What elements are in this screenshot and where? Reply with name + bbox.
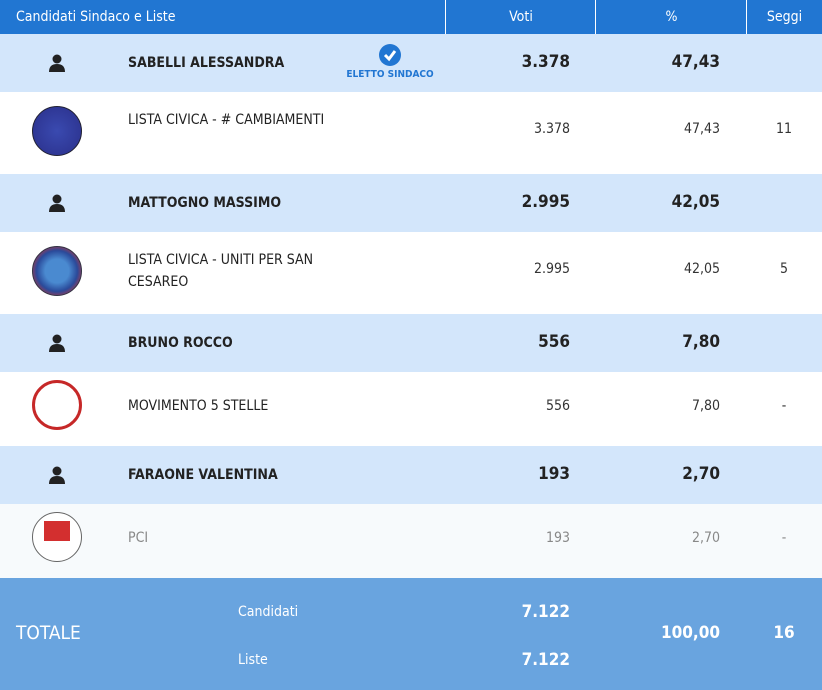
candidate-voti: 193 <box>538 464 570 484</box>
list-pct: 2,70 <box>691 530 720 546</box>
table-header: Candidati Sindaco e Liste Voti % Seggi <box>0 0 822 34</box>
list-voti: 3.378 <box>533 121 570 137</box>
check-circle-icon <box>379 44 401 66</box>
list-row: LISTA CIVICA - # CAMBIAMENTI 3.378 47,43… <box>0 92 822 174</box>
header-voti: Voti <box>445 0 596 34</box>
list-pct: 42,05 <box>683 261 720 277</box>
candidate-pct: 47,43 <box>671 52 720 72</box>
list-row: MOVIMENTO 5 STELLE 556 7,80 - <box>0 372 822 446</box>
list-row: PCI 193 2,70 - <box>0 504 822 578</box>
candidate-name: SABELLI ALESSANDRA <box>128 55 285 71</box>
candidate-row: SABELLI ALESSANDRA ELETTO SINDACO 3.378 … <box>0 34 822 92</box>
candidate-row: FARAONE VALENTINA 193 2,70 <box>0 446 822 504</box>
list-logo-m5s <box>32 380 82 430</box>
list-name: LISTA CIVICA - UNITI PER SAN CESAREO <box>128 252 314 290</box>
candidate-name: BRUNO ROCCO <box>128 335 233 351</box>
list-voti: 193 <box>545 530 570 546</box>
list-seggi: 11 <box>775 121 793 137</box>
list-pct: 47,43 <box>683 121 720 137</box>
header-seggi: Seggi <box>746 0 822 34</box>
candidate-voti: 3.378 <box>521 52 570 72</box>
list-voti: 2.995 <box>533 261 570 277</box>
candidate-voti: 2.995 <box>521 192 570 212</box>
candidate-row: BRUNO ROCCO 556 7,80 <box>0 314 822 372</box>
list-seggi: - <box>781 398 787 414</box>
candidate-voti: 556 <box>538 332 570 352</box>
list-pct: 7,80 <box>691 398 720 414</box>
totals-label: TOTALE <box>16 622 81 644</box>
person-icon <box>49 334 65 352</box>
elected-badge: ELETTO SINDACO <box>340 44 440 80</box>
totals-candidati-voti: 7.122 <box>521 602 570 622</box>
candidate-row: MATTOGNO MASSIMO 2.995 42,05 <box>0 174 822 232</box>
person-icon <box>49 54 65 72</box>
list-voti: 556 <box>545 398 570 414</box>
header-pct: % <box>595 0 747 34</box>
list-name: LISTA CIVICA - # CAMBIAMENTI <box>128 112 325 128</box>
list-seggi: 5 <box>779 261 788 277</box>
list-name: MOVIMENTO 5 STELLE <box>128 398 269 414</box>
candidate-pct: 7,80 <box>682 332 720 352</box>
list-name: PCI <box>128 530 149 546</box>
list-seggi: - <box>781 530 787 546</box>
list-logo-cambiamenti <box>32 106 82 156</box>
totals-liste-voti: 7.122 <box>521 650 570 670</box>
totals-liste-label: Liste <box>238 652 268 668</box>
candidate-name: MATTOGNO MASSIMO <box>128 195 282 211</box>
totals-candidati-label: Candidati <box>238 604 299 620</box>
totals-seggi: 16 <box>773 623 795 643</box>
candidate-pct: 42,05 <box>671 192 720 212</box>
list-logo-uniti <box>32 246 82 296</box>
elected-label: ELETTO SINDACO <box>346 69 434 80</box>
totals-row: TOTALE Candidati 7.122 Liste 7.122 100,0… <box>0 578 822 690</box>
header-candidates: Candidati Sindaco e Liste <box>16 9 176 25</box>
person-icon <box>49 466 65 484</box>
person-icon <box>49 194 65 212</box>
list-row: LISTA CIVICA - UNITI PER SAN CESAREO 2.9… <box>0 232 822 314</box>
candidate-name: FARAONE VALENTINA <box>128 467 278 483</box>
list-logo-pci <box>32 512 82 562</box>
totals-pct: 100,00 <box>660 623 720 643</box>
candidate-pct: 2,70 <box>682 464 720 484</box>
